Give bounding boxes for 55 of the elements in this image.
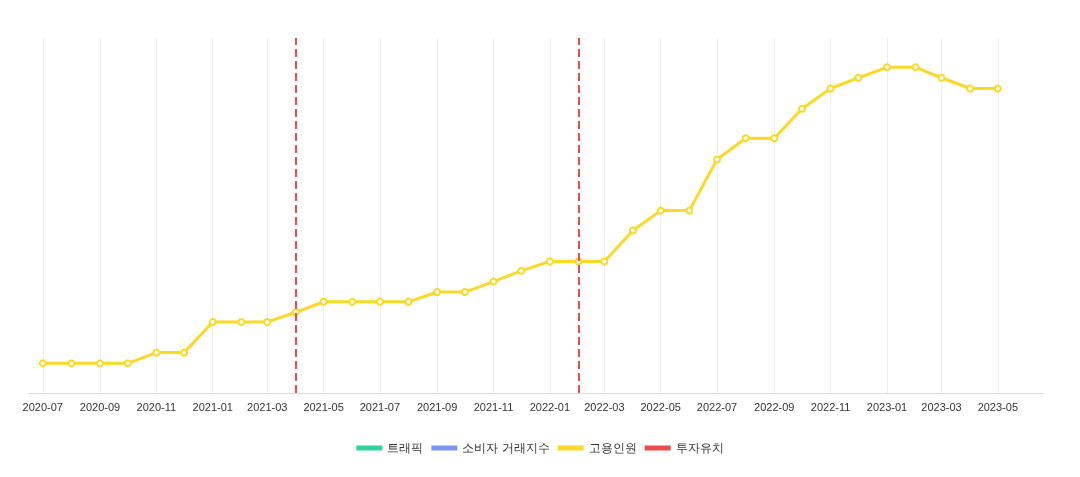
point — [882, 63, 891, 72]
legend-label: 트래픽 — [387, 441, 424, 455]
x-tick-label: 2022-05 — [640, 400, 681, 413]
point — [966, 84, 975, 93]
x-tick-label: 2021-03 — [247, 400, 288, 413]
point — [263, 318, 272, 326]
point — [208, 318, 217, 326]
legend-label: 소비자 거래지수 — [462, 441, 550, 455]
point — [375, 297, 384, 306]
point — [237, 318, 246, 326]
point — [38, 359, 47, 368]
point — [770, 134, 779, 143]
point — [348, 297, 357, 306]
point — [517, 266, 526, 275]
x-tick-label: 2023-03 — [921, 400, 962, 413]
x-tick-label: 2021-05 — [303, 400, 344, 413]
point — [937, 73, 946, 82]
x-tick-label: 2020-07 — [22, 400, 63, 413]
x-tick-label: 2021-01 — [192, 400, 233, 413]
point — [319, 297, 328, 306]
x-tick-label: 2020-09 — [79, 400, 121, 413]
point — [911, 63, 920, 72]
point — [545, 257, 554, 266]
point — [798, 104, 807, 113]
x-tick-label: 2022-11 — [810, 400, 851, 413]
point — [96, 359, 105, 368]
point — [713, 155, 722, 164]
x-tick-label: 2023-05 — [977, 400, 1019, 413]
point — [993, 84, 1002, 93]
x-tick-label: 2022-09 — [754, 400, 795, 413]
x-tick-label: 2023-01 — [866, 400, 908, 413]
point — [826, 84, 835, 93]
point — [460, 288, 469, 297]
x-tick-label: 2020-11 — [136, 400, 177, 413]
x-tick-label: 2022-07 — [696, 400, 738, 413]
point — [628, 226, 637, 235]
point — [404, 297, 413, 306]
point — [180, 348, 189, 357]
point — [600, 257, 609, 266]
x-tick-label: 2021-11 — [473, 400, 514, 413]
point — [67, 359, 76, 368]
x-tick-label: 2022-01 — [529, 400, 571, 413]
x-tick-label: 2021-09 — [416, 400, 458, 413]
x-tick-label: 2021-07 — [359, 400, 401, 413]
point — [123, 359, 132, 368]
x-tick-label: 2022-03 — [584, 400, 625, 413]
legend-label: 고용인원 — [588, 441, 637, 455]
point — [656, 206, 665, 215]
point — [854, 73, 863, 82]
point — [685, 206, 694, 215]
legend-label: 투자유치 — [675, 441, 724, 455]
point — [489, 277, 498, 286]
point — [433, 288, 442, 297]
point — [152, 348, 161, 357]
point — [741, 134, 750, 143]
